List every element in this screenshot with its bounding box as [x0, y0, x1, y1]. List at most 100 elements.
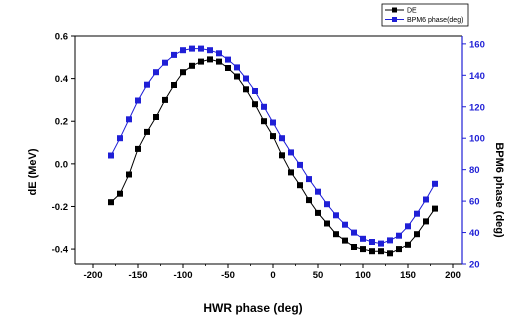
- data-point-bpm6: [126, 116, 132, 123]
- data-point-bpm6: [351, 229, 357, 236]
- x-tick-label: -200: [83, 270, 102, 281]
- axis-ticks: [71, 35, 466, 268]
- data-point-bpm6: [225, 56, 231, 63]
- data-point-de: [360, 246, 366, 253]
- x-tick-label: -100: [173, 270, 192, 281]
- data-point-de: [135, 145, 141, 152]
- data-point-bpm6: [432, 180, 438, 187]
- data-point-de: [270, 133, 276, 140]
- data-point-de: [252, 101, 258, 108]
- data-point-de: [126, 171, 132, 178]
- data-point-bpm6: [369, 239, 375, 245]
- data-point-de: [189, 62, 195, 69]
- data-point-bpm6: [207, 47, 213, 54]
- y-tick-label: 0.6: [55, 32, 68, 43]
- data-point-de: [297, 182, 303, 189]
- data-point-de: [414, 231, 420, 238]
- y2-tick-label: 160: [469, 39, 485, 50]
- data-point-bpm6: [405, 223, 411, 230]
- data-point-bpm6: [171, 51, 177, 58]
- data-point-bpm6: [306, 176, 312, 183]
- legend: DE BPM6 phase(deg): [381, 3, 469, 27]
- data-point-bpm6: [117, 135, 123, 142]
- data-point-de: [387, 250, 393, 257]
- x-tick-label: 150: [400, 270, 416, 281]
- data-point-de: [234, 73, 240, 80]
- data-point-bpm6: [243, 75, 249, 82]
- x-tick-label: 50: [313, 270, 324, 281]
- data-point-de: [243, 86, 249, 93]
- series-markers: [108, 45, 438, 257]
- data-point-bpm6: [324, 201, 330, 208]
- data-point-de: [369, 248, 375, 255]
- x-tick-label: -50: [221, 270, 235, 281]
- data-point-de: [225, 65, 231, 71]
- x-axis-title: HWR phase (deg): [203, 301, 302, 315]
- legend-label-bpm6: BPM6 phase(deg): [407, 17, 463, 24]
- data-point-bpm6: [198, 45, 204, 52]
- data-point-de: [171, 82, 177, 88]
- data-point-bpm6: [396, 232, 402, 239]
- legend-marker-de: [392, 7, 397, 13]
- y2-axis-title: BPM6 phase (deg): [493, 142, 505, 238]
- data-point-bpm6: [297, 161, 303, 168]
- legend-marker-bpm6: [392, 17, 397, 22]
- data-point-de: [279, 152, 285, 159]
- plot-frame: [74, 35, 463, 265]
- data-point-de: [351, 244, 357, 250]
- x-tick-label: 100: [355, 270, 371, 281]
- data-point-bpm6: [423, 196, 429, 203]
- data-point-de: [288, 169, 294, 176]
- y-tick-label: 0.0: [55, 159, 68, 170]
- data-point-bpm6: [387, 237, 393, 244]
- x-tick-label: -150: [128, 270, 147, 281]
- data-point-de: [108, 199, 114, 206]
- y2-tick-label: 100: [469, 134, 485, 145]
- data-point-de: [396, 246, 402, 253]
- x-tick-label: 0: [270, 270, 275, 281]
- data-point-de: [342, 237, 348, 244]
- y-tick-label: -0.4: [52, 245, 69, 256]
- legend-label-de: DE: [407, 8, 417, 15]
- data-point-de: [180, 69, 186, 76]
- data-point-de: [162, 96, 168, 103]
- data-point-de: [153, 114, 159, 120]
- data-point-de: [315, 209, 321, 216]
- y2-tick-label: 60: [469, 197, 480, 208]
- data-point-de: [333, 231, 339, 238]
- series-line-bpm6: [110, 48, 436, 245]
- series-lines: [110, 48, 436, 254]
- data-point-bpm6: [108, 152, 114, 159]
- data-point-de: [207, 56, 213, 63]
- data-point-bpm6: [153, 69, 159, 76]
- data-point-de: [324, 220, 330, 227]
- y2-tick-label: 80: [469, 165, 480, 176]
- series-line-de: [110, 58, 436, 254]
- data-point-bpm6: [288, 149, 294, 156]
- data-point-bpm6: [333, 212, 339, 219]
- y2-tick-label: 20: [469, 260, 480, 271]
- data-point-bpm6: [315, 188, 321, 195]
- data-point-de: [306, 197, 312, 204]
- y-tick-label: 0.2: [55, 117, 68, 128]
- y-tick-label: -0.2: [52, 202, 68, 213]
- data-point-bpm6: [180, 47, 186, 54]
- data-point-bpm6: [189, 45, 195, 52]
- data-point-de: [405, 241, 411, 248]
- data-point-bpm6: [144, 81, 150, 88]
- y2-tick-label: 140: [469, 71, 485, 82]
- y-axis-title: dE (MeV): [27, 148, 39, 195]
- tick-labels: -200 -150 -100 -50 0 50 100 150 200 -0.4 -0.2 0.0 0.…: [52, 32, 485, 282]
- data-point-bpm6: [342, 221, 348, 228]
- y2-tick-label: 120: [469, 102, 485, 113]
- y2-tick-label: 40: [469, 228, 480, 239]
- data-point-de: [432, 205, 438, 212]
- data-point-bpm6: [162, 59, 168, 66]
- data-point-de: [423, 218, 429, 225]
- data-point-bpm6: [252, 88, 258, 94]
- data-point-bpm6: [234, 64, 240, 71]
- data-point-bpm6: [216, 50, 222, 57]
- data-point-bpm6: [270, 119, 276, 126]
- data-point-de: [117, 190, 123, 197]
